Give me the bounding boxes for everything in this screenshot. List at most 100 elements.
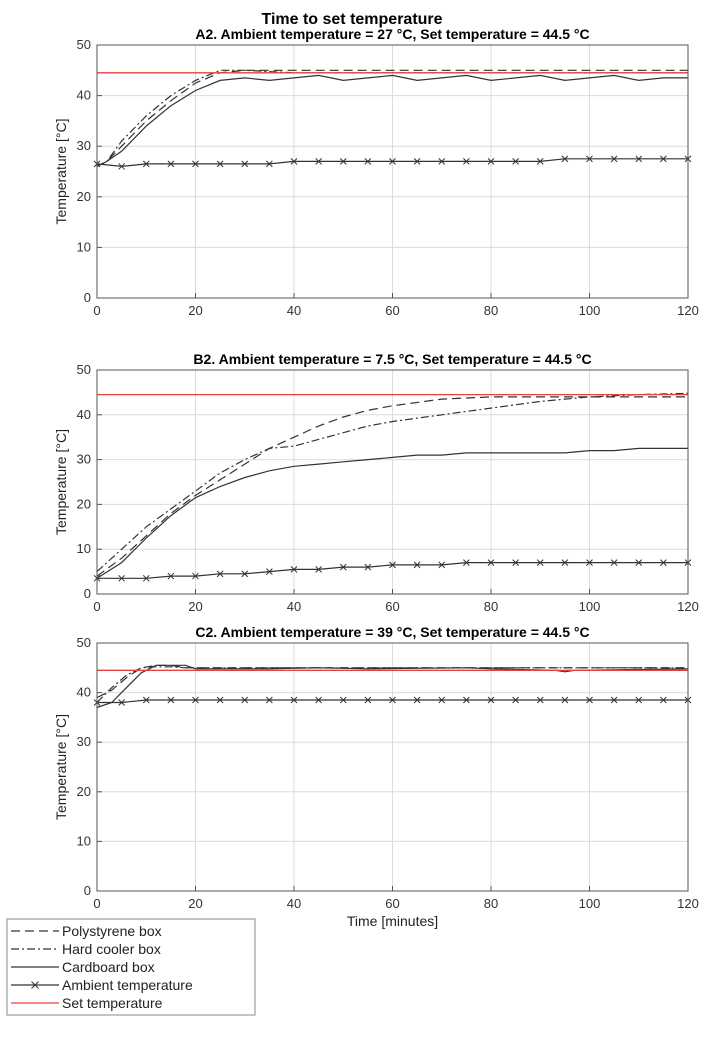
y-tick-label: 30 — [77, 138, 91, 153]
ambient-marker — [536, 559, 544, 566]
ambient-marker — [660, 696, 667, 704]
ambient-marker — [315, 696, 322, 704]
ambient-marker — [512, 696, 519, 704]
ambient-marker — [561, 155, 569, 163]
x-tick-label: 100 — [579, 896, 601, 911]
subplot-1: 0 20 40 60 80 100 120 0 10 20 30 40 50 A2. Ambient te… — [53, 26, 699, 318]
y-tick-label: 10 — [77, 541, 91, 556]
x-tick-label: 20 — [188, 303, 202, 318]
ambient-marker — [142, 696, 150, 704]
ambient-marker — [364, 696, 372, 704]
ambient-marker — [192, 160, 199, 168]
y-tick-label: 10 — [77, 833, 91, 848]
ambient-marker — [167, 160, 175, 168]
x-tick-label: 0 — [93, 303, 100, 318]
ambient-marker — [192, 696, 199, 704]
x-tick-label: 40 — [287, 303, 301, 318]
ambient-marker — [610, 155, 618, 163]
series-line-cardboard-box — [96, 74, 688, 167]
ambient-marker — [413, 158, 421, 165]
y-tick-label: 50 — [77, 635, 91, 650]
ambient-marker — [142, 574, 150, 582]
legend-label: Set temperature — [62, 995, 163, 1011]
ambient-marker — [241, 160, 249, 168]
x-tick-label: 80 — [484, 599, 498, 614]
ambient-marker — [487, 158, 495, 165]
x-tick-label: 40 — [287, 896, 301, 911]
ambient-marker — [167, 696, 175, 704]
x-tick-label: 100 — [579, 599, 601, 614]
y-tick-label: 30 — [77, 734, 91, 749]
ambient-marker — [413, 696, 421, 704]
ambient-marker — [241, 570, 249, 578]
series-line-polystyrene-box — [96, 396, 688, 577]
ambient-marker — [142, 160, 150, 168]
y-tick-label: 0 — [84, 290, 91, 305]
ambient-marker — [660, 559, 667, 566]
y-tick-label: 0 — [84, 883, 91, 898]
y-tick-label: 30 — [77, 452, 91, 467]
ambient-marker — [118, 163, 125, 170]
ambient-marker — [389, 158, 396, 165]
ambient-marker — [487, 559, 495, 566]
ambient-marker — [610, 559, 618, 566]
ambient-marker — [315, 566, 322, 573]
ambient-marker — [389, 561, 396, 569]
legend-label: Hard cooler box — [62, 941, 161, 957]
x-tick-label: 80 — [484, 896, 498, 911]
ambient-marker — [266, 696, 273, 704]
ambient-marker — [339, 563, 347, 571]
ambient-marker — [290, 158, 298, 165]
ambient-marker — [487, 696, 495, 704]
y-tick-label: 20 — [77, 496, 91, 511]
ambient-marker — [290, 566, 298, 573]
series-line-hard-cooler-box — [96, 392, 689, 573]
legend-label: Polystyrene box — [62, 923, 162, 939]
ambient-marker — [463, 696, 470, 704]
ambient-marker — [389, 696, 396, 704]
series-line-hard-cooler-box — [96, 69, 688, 167]
y-tick-label: 20 — [77, 784, 91, 799]
ambient-marker — [536, 696, 544, 704]
ambient-marker — [660, 155, 667, 163]
x-tick-label: 60 — [385, 303, 399, 318]
y-tick-label: 20 — [77, 189, 91, 204]
x-tick-label: 100 — [579, 303, 601, 318]
y-tick-label: 40 — [77, 685, 91, 700]
ambient-marker — [216, 160, 224, 168]
ambient-marker — [290, 696, 298, 704]
ambient-marker — [635, 559, 643, 566]
series-line-cardboard-box — [96, 447, 688, 579]
y-tick-label: 50 — [77, 362, 91, 377]
ambient-marker — [512, 559, 519, 566]
y-axis-label: Temperature [°C] — [53, 119, 69, 225]
series-line-polystyrene-box — [96, 69, 688, 167]
ambient-marker — [118, 574, 125, 582]
ambient-marker — [413, 561, 421, 569]
series-line-hard-cooler-box — [96, 666, 688, 703]
ambient-marker — [364, 563, 372, 571]
ambient-marker — [438, 158, 446, 165]
y-tick-label: 50 — [77, 37, 91, 52]
ambient-marker — [266, 160, 273, 168]
ambient-marker — [512, 158, 519, 165]
x-tick-label: 120 — [677, 599, 699, 614]
subplot-title: C2. Ambient temperature = 39 °C, Set tem… — [195, 624, 589, 640]
ambient-marker — [463, 559, 470, 566]
ambient-marker — [192, 572, 199, 580]
y-tick-label: 0 — [84, 586, 91, 601]
ambient-marker — [167, 572, 175, 580]
ambient-marker — [241, 696, 249, 704]
y-tick-label: 40 — [77, 407, 91, 422]
ambient-marker — [586, 155, 593, 163]
ambient-marker — [561, 559, 569, 566]
y-tick-label: 10 — [77, 239, 91, 254]
x-tick-label: 20 — [188, 599, 202, 614]
y-axis-label: Temperature [°C] — [53, 714, 69, 820]
x-tick-label: 80 — [484, 303, 498, 318]
ambient-marker — [364, 158, 372, 165]
ambient-marker — [561, 696, 569, 704]
figure-title: Time to set temperature — [261, 11, 442, 28]
ambient-marker — [586, 559, 593, 566]
